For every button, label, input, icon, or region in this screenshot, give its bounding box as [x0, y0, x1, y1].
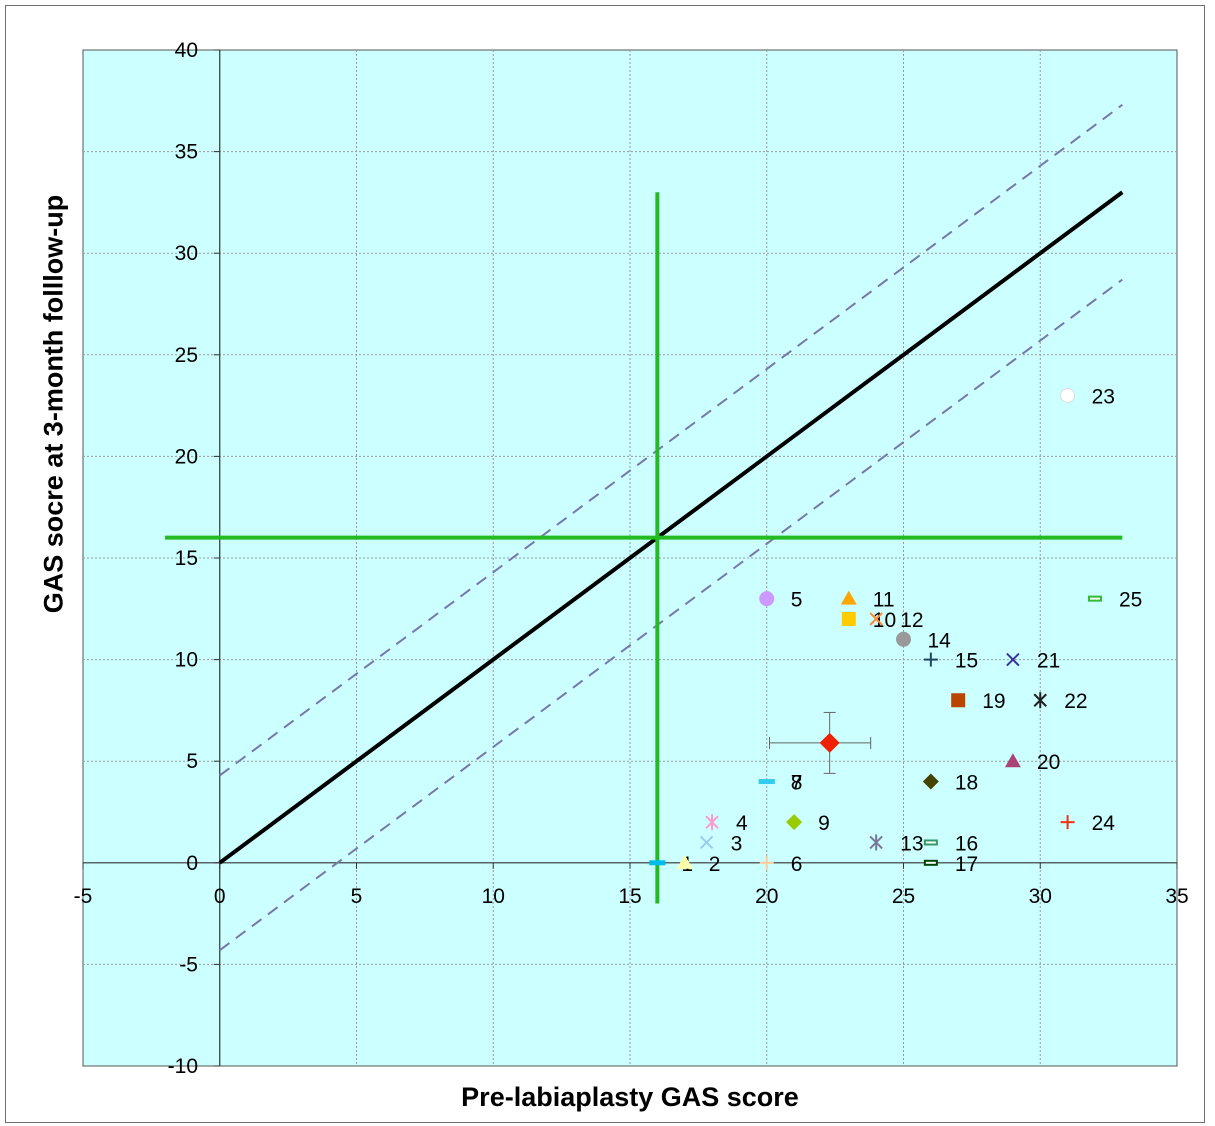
data-label-19: 19	[982, 690, 1005, 713]
y-tick-label: 0	[186, 852, 198, 875]
y-tick-label: 25	[175, 344, 198, 367]
y-tick-label: 40	[175, 39, 198, 62]
data-label-18: 18	[955, 772, 978, 795]
data-point-2	[676, 854, 693, 869]
data-label-15: 15	[955, 650, 978, 673]
y-tick-label: 15	[175, 547, 198, 570]
identity-line	[218, 190, 1124, 865]
y-tick-label: 30	[175, 242, 198, 265]
x-axis-title: Pre-labiaplasty GAS score	[461, 1082, 799, 1112]
data-point-4	[705, 814, 719, 831]
data-point-25	[1087, 595, 1102, 602]
x-tick-label: 15	[618, 885, 641, 908]
data-label-21: 21	[1037, 650, 1060, 673]
data-point-22	[1033, 692, 1047, 709]
data-label-11: 11	[873, 589, 895, 612]
data-label-9: 9	[818, 812, 830, 835]
x-tick-label: 20	[755, 885, 778, 908]
lower-limit-line	[219, 278, 1123, 951]
x-tick-label: 30	[1029, 885, 1052, 908]
data-point-10	[841, 611, 856, 626]
data-label-24: 24	[1092, 812, 1116, 835]
data-point-21-stroke	[1006, 652, 1020, 667]
y-tick-label: 5	[186, 750, 198, 773]
data-point-16	[923, 839, 938, 846]
x-tick-label: 25	[892, 885, 915, 908]
data-point-23	[1060, 387, 1076, 403]
mean-marker	[819, 732, 840, 753]
data-point-6	[759, 855, 774, 870]
data-label-25: 25	[1119, 589, 1142, 612]
data-point-11	[840, 590, 857, 605]
x-tick-label: 5	[351, 885, 363, 908]
x-tick-label: 10	[482, 885, 505, 908]
data-label-4: 4	[736, 812, 748, 835]
x-tick-label: 35	[1165, 885, 1188, 908]
data-label-6: 6	[791, 853, 803, 876]
data-point-24	[1060, 815, 1075, 830]
x-tick-label: -5	[74, 885, 93, 908]
data-point-9	[786, 814, 803, 831]
y-tick-label: 20	[175, 445, 198, 468]
data-label-14: 14	[928, 629, 952, 652]
data-label-13: 13	[900, 832, 923, 855]
data-label-7: 7	[791, 772, 803, 795]
y-tick-label: -5	[179, 953, 198, 976]
data-label-17: 17	[955, 853, 978, 876]
data-label-23: 23	[1092, 385, 1115, 408]
data-label-2: 2	[709, 853, 721, 876]
data-point-13	[869, 834, 883, 851]
data-label-8: 8	[791, 772, 803, 795]
data-label-3: 3	[731, 832, 743, 855]
data-point-20	[1004, 753, 1021, 768]
y-tick-label: -10	[168, 1055, 198, 1078]
data-point-3	[699, 835, 714, 850]
data-point-1	[649, 860, 666, 866]
data-point-8	[758, 779, 775, 785]
data-point-5	[759, 591, 775, 607]
data-label-12: 12	[900, 609, 923, 632]
y-tick-label: 35	[175, 141, 198, 164]
data-point-19	[951, 693, 966, 708]
y-axis-title: GAS socre at 3-month folllow-up	[38, 194, 69, 614]
data-label-5: 5	[791, 589, 803, 612]
data-point-15	[923, 652, 938, 667]
data-point-12	[869, 612, 883, 626]
data-point-14	[896, 631, 911, 647]
upper-limit-line	[219, 104, 1123, 777]
data-point-12-stroke	[869, 612, 883, 626]
data-label-20: 20	[1037, 751, 1060, 774]
data-point-18	[922, 773, 939, 790]
x-tick-label: 0	[214, 885, 226, 908]
data-point-17	[923, 859, 938, 866]
data-label-22: 22	[1064, 690, 1087, 713]
data-point-3-stroke	[699, 835, 714, 850]
data-point-21	[1006, 652, 1020, 667]
data-label-16: 16	[955, 832, 978, 855]
chart-frame	[5, 5, 1205, 1123]
y-tick-label: 10	[175, 649, 198, 672]
data-label-10: 10	[873, 609, 896, 632]
